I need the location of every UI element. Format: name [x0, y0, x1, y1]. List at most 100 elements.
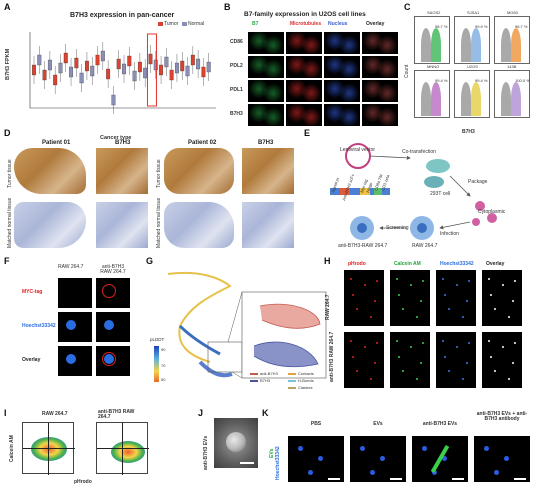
b-row-label: PDL2	[230, 63, 243, 69]
h-cell-dot	[350, 278, 352, 280]
b-micro-cell	[248, 104, 284, 126]
legend-normal: Normal	[188, 21, 205, 27]
h-cell-dot	[444, 294, 446, 296]
h-cell-dot	[466, 362, 468, 364]
h-cell-dot	[448, 308, 450, 310]
b-micro-cell	[324, 32, 360, 54]
k-nucleus	[370, 470, 375, 475]
i-xlabel: pHrodo	[74, 479, 92, 485]
i-plot-raw	[22, 422, 75, 475]
b-col-header: Microtubules	[290, 21, 322, 27]
panel-i-letter: I	[4, 408, 7, 418]
c-hist-control	[421, 28, 431, 62]
h-cell-dot	[370, 316, 372, 318]
h-cell-dot	[514, 342, 516, 344]
b-col-header: B7	[252, 21, 259, 27]
f-row-label: Hoechst33342	[22, 323, 56, 329]
k-nucleus	[318, 456, 323, 461]
h-cell-dot	[420, 362, 422, 364]
k-nucleus	[504, 456, 509, 461]
g-legend-label: Contacts	[298, 371, 314, 376]
f-row-label: Overlay	[22, 357, 41, 363]
f-micro-cell	[58, 346, 92, 376]
h-cell-dot	[490, 294, 492, 296]
h-cell-dot	[410, 346, 412, 348]
b-micro-cell	[324, 104, 360, 126]
f-nucleus	[66, 354, 76, 364]
h-cell-dot	[364, 346, 366, 348]
patient-01-title: Patient 01	[42, 140, 71, 146]
h-cell-dot	[356, 370, 358, 372]
e-cotrans: Co-transfection	[402, 149, 436, 155]
h-micro-cell	[390, 270, 430, 326]
ihc-p2-normal-high	[242, 202, 294, 248]
h-cell-dot	[376, 280, 378, 282]
k-scale-bar	[452, 478, 464, 480]
h-cell-dot	[494, 308, 496, 310]
d-row-normal-1: Matched normal tissue	[7, 197, 13, 248]
e-product: anti-B7H3-RAW 264.7	[338, 243, 388, 249]
h-cell-dot	[398, 356, 400, 358]
f-micro-cell	[96, 312, 130, 342]
h-cell-dot	[364, 284, 366, 286]
c-hist-control	[501, 82, 511, 116]
patient-02-marker: B7H3	[258, 140, 274, 146]
h-cell-dot	[376, 342, 378, 344]
f-micro-cell	[58, 312, 92, 342]
h-cell-dot	[442, 278, 444, 280]
k-ylabel-hoechst: Hoechst33342	[275, 446, 281, 480]
patient-02-title: Patient 02	[188, 140, 217, 146]
h-cell-dot	[466, 300, 468, 302]
g-colorbar-title: pLDDT	[150, 337, 165, 342]
h-cell-dot	[502, 346, 504, 348]
h-cell-dot	[410, 284, 412, 286]
h-micro-cell	[482, 332, 522, 388]
b-micro-cell	[248, 32, 284, 54]
ihc-p2-tumor-high	[242, 148, 294, 194]
c-hist-box: MNNG 99.4 %	[414, 65, 450, 118]
i-ylabel: Calcein AM	[9, 435, 15, 462]
h-cell-dot	[398, 294, 400, 296]
g-legend-label: H-Bonds	[298, 378, 314, 383]
c-hist-sample	[471, 28, 481, 62]
h-cell-dot	[508, 316, 510, 318]
panel-a-boxplot	[29, 32, 216, 114]
panel-j-letter: J	[198, 408, 204, 418]
h-cell-dot	[468, 342, 470, 344]
b-row-label: B7H3	[230, 111, 243, 117]
c-hist-sample	[511, 28, 521, 62]
f-row-label: MYC-tag	[22, 289, 43, 295]
g-legend-swatch	[250, 380, 258, 382]
h-cell-dot	[422, 280, 424, 282]
e-hek: 293T cell	[430, 191, 451, 197]
panel-c-xlabel: B7H3	[462, 129, 475, 135]
ihc-p1-tumor-high	[96, 148, 148, 194]
k-nucleus	[298, 446, 303, 451]
h-cell-dot	[374, 362, 376, 364]
b-col-header: Overlay	[366, 21, 385, 27]
d-row-normal-2: Matched normal tissue	[156, 197, 162, 248]
h-col-header: Overlay	[486, 261, 505, 267]
g-legend-label: B7H3	[260, 378, 271, 383]
g-legend-label: anti-B7H3	[260, 371, 278, 376]
c-hist-name: SAOS2	[427, 10, 441, 15]
c-hist-name: MG63	[507, 10, 518, 15]
panel-e-letter: E	[304, 128, 311, 138]
panel-b-title: B7-family expression in U2OS cell lines	[244, 11, 366, 18]
c-hist-control	[501, 28, 511, 62]
j-label: anti-B7H3 EVs	[203, 435, 209, 470]
panel-c-ylabel: Count	[404, 64, 410, 78]
h-cell-dot	[442, 340, 444, 342]
g-tick-90: 90	[161, 347, 166, 352]
h-cell-dot	[420, 300, 422, 302]
k-micro-cell	[474, 436, 530, 482]
h-cell-dot	[512, 300, 514, 302]
k-nucleus	[360, 446, 365, 451]
f-col-raw: RAW 264.7	[58, 264, 84, 270]
b-row-label: PDL1	[230, 87, 243, 93]
k-nucleus	[494, 470, 499, 475]
k-col-header: PBS	[310, 421, 322, 427]
c-hist-box: 143B 100.0 %	[494, 65, 530, 118]
h-cell-dot	[462, 316, 464, 318]
h-micro-cell	[436, 332, 476, 388]
